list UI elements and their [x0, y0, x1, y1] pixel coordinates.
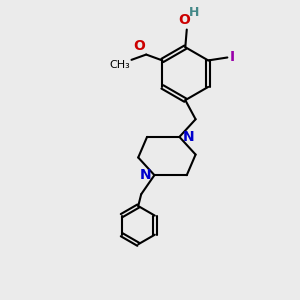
Text: N: N: [139, 168, 151, 182]
Text: N: N: [183, 130, 195, 144]
Text: I: I: [230, 50, 235, 64]
Text: O: O: [178, 13, 190, 27]
Text: H: H: [189, 6, 199, 19]
Text: O: O: [134, 39, 146, 53]
Text: CH₃: CH₃: [109, 60, 130, 70]
